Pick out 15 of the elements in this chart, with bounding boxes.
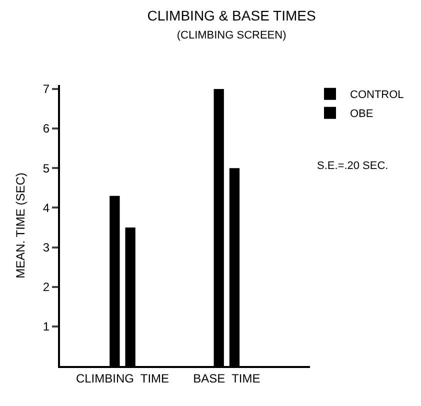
y-tick-label: 1 — [42, 320, 50, 334]
y-tick-label: 2 — [42, 280, 50, 294]
legend-label: CONTROL — [350, 89, 404, 102]
y-tick-label: 4 — [42, 200, 50, 215]
chart-subtitle: (CLIMBING SCREEN) — [176, 30, 286, 42]
y-axis-title: MEAN. TIME (SEC) — [14, 172, 28, 278]
chart-title: CLIMBING & BASE TIMES — [147, 7, 316, 24]
x-tick-label: BASE TIME — [193, 371, 260, 386]
y-tick-label: 7 — [42, 82, 50, 96]
y-tick-label: 3 — [42, 240, 50, 254]
legend-label: OBE — [350, 108, 374, 120]
y-tick-label: 6 — [42, 122, 50, 136]
y-tick-label: 5 — [42, 161, 50, 176]
text: S.E.=.20 SEC. — [317, 160, 388, 172]
x-tick-label: CLIMBING TIME — [76, 371, 170, 386]
